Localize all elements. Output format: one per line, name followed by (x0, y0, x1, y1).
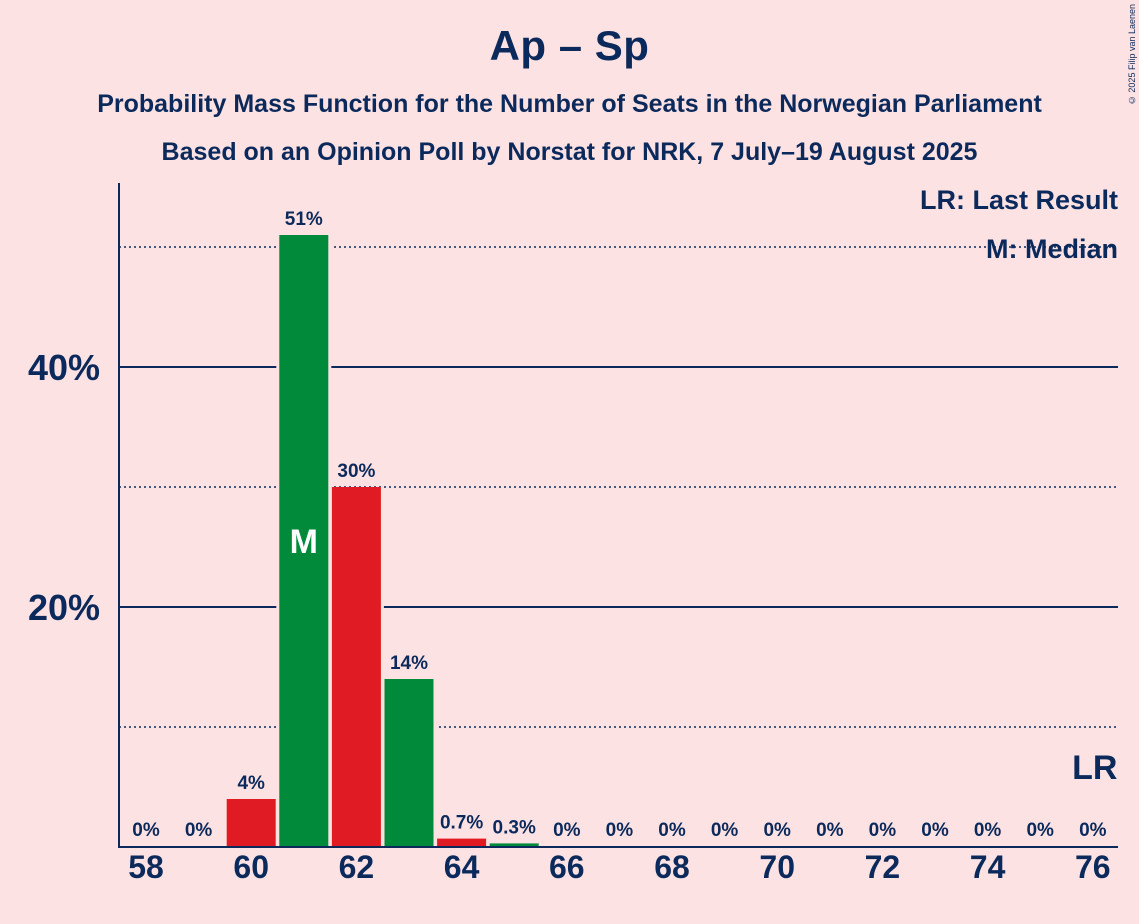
data-label: 0% (869, 820, 897, 841)
x-tick-label: 66 (549, 849, 585, 885)
legend-median: M: Median (986, 234, 1118, 264)
data-label: 0% (711, 820, 739, 841)
data-label: 4% (237, 773, 265, 794)
median-marker: M (290, 523, 318, 561)
data-label: 0.3% (493, 817, 536, 838)
y-tick-label: 40% (28, 347, 100, 388)
data-label: 0% (1026, 820, 1054, 841)
chart-subtitle-2: Based on an Opinion Poll by Norstat for … (161, 138, 978, 166)
legend-last-result: LR: Last Result (920, 185, 1118, 215)
x-tick-label: 70 (759, 849, 795, 885)
data-label: 51% (285, 209, 323, 230)
value-labels: 0% 0% 4% 51% 30% 14% 0.7% 0.3% 0% 0% 0% 0% 0% 0% 0% 0% 0… (132, 209, 1117, 841)
data-label: 0% (658, 820, 686, 841)
bar (279, 235, 329, 847)
x-tick-label: 68 (654, 849, 690, 885)
data-label: 30% (337, 461, 375, 482)
x-tick-label: 60 (233, 849, 269, 885)
x-tick-label: 76 (1075, 849, 1111, 885)
bars (223, 235, 542, 847)
chart-subtitle-1: Probability Mass Function for the Number… (97, 90, 1042, 118)
data-label: 0% (763, 820, 791, 841)
data-label: 14% (390, 653, 428, 674)
data-label: 0% (606, 820, 634, 841)
bar (384, 679, 434, 847)
data-label: 0% (132, 820, 160, 841)
bar (489, 843, 539, 847)
x-tick-label: 62 (339, 849, 375, 885)
x-tick-label: 58 (128, 849, 164, 885)
grid-lines (119, 246, 1118, 728)
data-label: 0% (185, 820, 213, 841)
data-label: 0% (553, 820, 581, 841)
bar (331, 487, 381, 847)
x-tick-label: 72 (865, 849, 901, 885)
data-label: 0% (974, 820, 1002, 841)
chart-title: Ap – Sp (489, 22, 650, 69)
x-tick-label: 74 (970, 849, 1006, 885)
data-label: 0% (1079, 820, 1107, 841)
bar (437, 838, 487, 847)
tick-labels: 58 60 62 64 66 68 70 72 74 76 20% 40% (28, 347, 1111, 885)
data-label: 0% (816, 820, 844, 841)
x-tick-label: 64 (444, 849, 480, 885)
data-label: 0.7% (440, 813, 483, 834)
y-tick-label: 20% (28, 587, 100, 628)
bar (226, 799, 276, 847)
last-result-marker: LR (1072, 749, 1117, 787)
data-label: 0% (921, 820, 949, 841)
axes (118, 183, 1118, 848)
